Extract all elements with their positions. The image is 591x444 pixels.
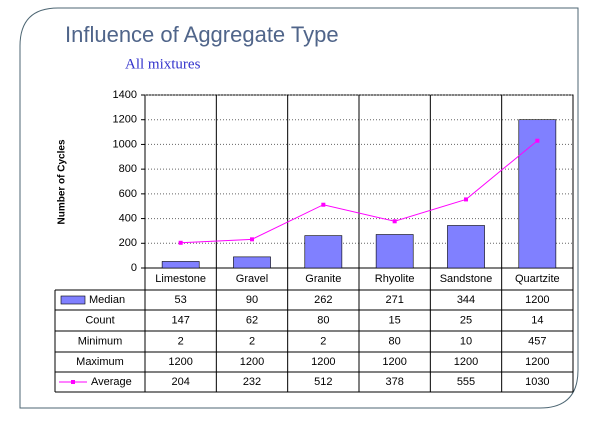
chart-title: Influence of Aggregate Type	[65, 22, 339, 47]
legend-label: Maximum	[76, 356, 124, 368]
table-cell: 232	[243, 376, 261, 388]
table-cell: 25	[460, 314, 472, 326]
table-cell: 262	[314, 294, 332, 306]
y-tick-label: 400	[119, 212, 137, 224]
line-marker	[250, 237, 254, 242]
bar	[161, 261, 200, 269]
table-cell: 1200	[525, 294, 549, 306]
table-cell: 2	[249, 335, 255, 347]
legend-label: Count	[85, 314, 114, 326]
table-cell: 90	[246, 294, 258, 306]
table-cell: 10	[460, 335, 472, 347]
table-cell: 1200	[240, 356, 264, 368]
line-marker	[535, 138, 540, 143]
table-cell: 1200	[168, 356, 192, 368]
table-cell: 512	[314, 376, 332, 388]
line	[180, 140, 538, 244]
line-marker	[464, 197, 468, 202]
legend-marker	[71, 380, 75, 384]
x-tick-label: Gravel	[236, 273, 268, 285]
x-tick-label: Limestone	[155, 273, 206, 285]
table-cell: 1200	[311, 356, 335, 368]
legend-swatch	[60, 295, 86, 305]
table-cell: 147	[171, 314, 189, 326]
table-cell: 344	[457, 294, 475, 306]
frame	[19, 7, 579, 409]
line-marker	[392, 219, 397, 224]
bar	[447, 225, 485, 269]
table-cell: 1200	[454, 356, 478, 368]
bar	[304, 235, 343, 269]
table-cell: 378	[385, 376, 403, 388]
y-tick-label: 0	[131, 262, 137, 274]
table-cell: 62	[246, 314, 258, 326]
line-marker	[321, 202, 326, 207]
table-cell: 14	[531, 314, 543, 326]
legend-label: Average	[91, 376, 132, 388]
line-marker	[178, 240, 183, 245]
bar	[375, 234, 414, 269]
bar	[518, 119, 557, 269]
y-tick-label: 600	[119, 188, 137, 200]
x-tick-label: Rhyolite	[375, 273, 415, 285]
table-cell: 53	[175, 294, 187, 306]
y-tick-label: 800	[119, 163, 137, 175]
table-cell: 15	[389, 314, 401, 326]
table-cell: 2	[320, 335, 326, 347]
y-tick-label: 1200	[113, 114, 137, 126]
table-cell: 1200	[525, 356, 549, 368]
y-tick-label: 1400	[113, 89, 137, 101]
y-axis-label: Number of Cycles	[57, 139, 68, 224]
table-cell: 271	[385, 294, 403, 306]
chart-subtitle: All mixtures	[125, 56, 201, 72]
x-tick-label: Quartzite	[515, 273, 560, 285]
y-tick-label: 1000	[113, 138, 137, 150]
bar	[233, 256, 271, 269]
legend-label: Minimum	[78, 335, 123, 347]
legend-label: Median	[89, 294, 125, 306]
table-cell: 1030	[525, 376, 549, 388]
table-cell: 457	[528, 335, 546, 347]
table-cell: 80	[317, 314, 329, 326]
table-cell: 80	[389, 335, 401, 347]
table-cell: 555	[457, 376, 475, 388]
table-cell: 204	[171, 376, 189, 388]
table-cell: 2	[178, 335, 184, 347]
table-cell: 1200	[382, 356, 406, 368]
x-tick-label: Granite	[305, 273, 341, 285]
y-tick-label: 200	[119, 237, 137, 249]
x-tick-label: Sandstone	[440, 273, 493, 285]
